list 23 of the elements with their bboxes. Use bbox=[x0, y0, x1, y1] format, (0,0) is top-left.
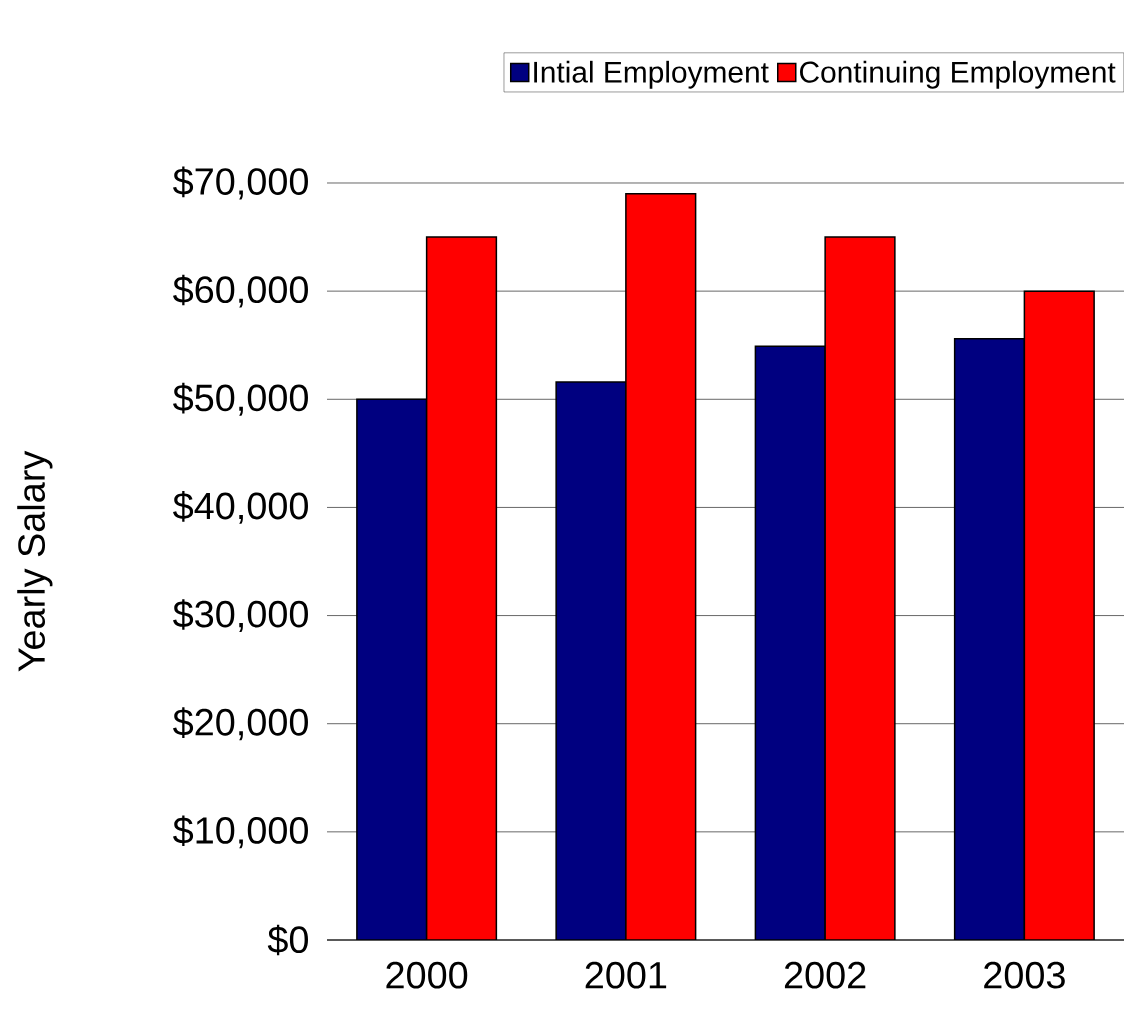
bar bbox=[356, 398, 428, 940]
x-tick-label: 2002 bbox=[784, 961, 866, 989]
y-tick-label: $50,000 bbox=[173, 382, 308, 416]
bar bbox=[555, 381, 627, 940]
bar bbox=[625, 193, 697, 940]
y-tick-label: $60,000 bbox=[173, 274, 308, 308]
y-tick-label: $30,000 bbox=[173, 599, 308, 632]
y-tick-label: $0 bbox=[267, 924, 308, 956]
y-axis-title: Yearly Salary bbox=[17, 450, 53, 672]
x-tick-label: 2001 bbox=[585, 961, 667, 989]
legend-label: Intial Employment bbox=[534, 60, 769, 89]
x-tick-label: 2000 bbox=[386, 961, 468, 989]
y-tick-label: $70,000 bbox=[173, 166, 308, 200]
y-tick-label: $20,000 bbox=[173, 707, 308, 741]
legend-label: Continuing Employment bbox=[800, 60, 1116, 89]
y-tick-label: $10,000 bbox=[173, 815, 308, 849]
bar bbox=[824, 236, 896, 940]
bar bbox=[1023, 290, 1095, 940]
y-tick-label: $40,000 bbox=[173, 490, 308, 524]
bar bbox=[754, 345, 826, 940]
x-tick-label: 2003 bbox=[984, 961, 1065, 989]
bar bbox=[425, 236, 498, 940]
bar bbox=[953, 337, 1026, 940]
